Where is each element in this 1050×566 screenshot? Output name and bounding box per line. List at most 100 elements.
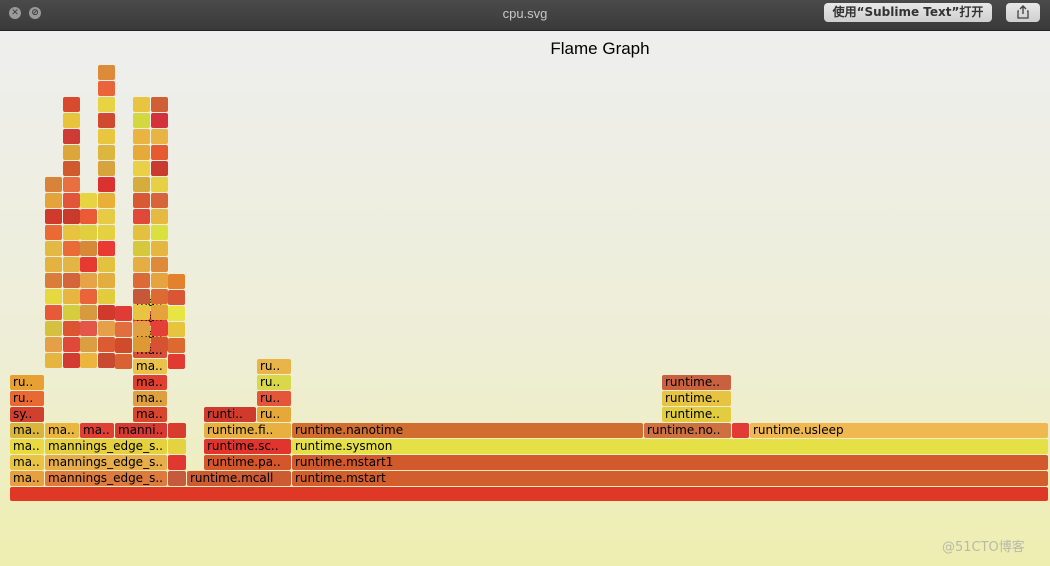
flame-frame[interactable]: runtime.sysmon <box>292 439 1048 454</box>
flame-frame[interactable] <box>168 322 185 337</box>
flame-frame[interactable] <box>151 337 168 352</box>
flame-frame[interactable] <box>63 257 80 272</box>
flame-frame[interactable] <box>133 257 150 272</box>
flame-frame[interactable] <box>133 225 150 240</box>
flame-frame[interactable] <box>63 289 80 304</box>
flame-frame[interactable] <box>133 289 150 304</box>
flame-frame[interactable] <box>133 273 150 288</box>
flame-frame[interactable] <box>151 193 168 208</box>
flame-frame[interactable] <box>98 193 115 208</box>
flame-frame[interactable] <box>45 289 62 304</box>
flame-frame[interactable] <box>168 306 185 321</box>
flame-frame[interactable] <box>45 225 62 240</box>
flame-frame[interactable] <box>151 289 168 304</box>
flame-frame[interactable] <box>151 161 168 176</box>
flame-frame[interactable] <box>98 97 115 112</box>
flame-frame[interactable] <box>63 145 80 160</box>
flame-frame[interactable] <box>133 177 150 192</box>
flame-frame[interactable]: runtime.no.. <box>644 423 731 438</box>
flame-frame[interactable] <box>63 113 80 128</box>
flame-frame[interactable] <box>151 321 168 336</box>
flame-frame[interactable] <box>133 241 150 256</box>
flame-frame[interactable]: runtime.mcall <box>187 471 291 486</box>
flame-frame[interactable] <box>133 161 150 176</box>
flame-frame[interactable] <box>98 145 115 160</box>
flame-frame[interactable] <box>168 455 186 470</box>
flame-frame[interactable] <box>168 338 185 353</box>
flame-frame[interactable] <box>151 177 168 192</box>
flame-frame[interactable]: ru.. <box>257 359 291 374</box>
flame-frame[interactable] <box>98 81 115 96</box>
flame-frame[interactable] <box>45 177 62 192</box>
close-icon[interactable]: ✕ <box>9 7 21 19</box>
flame-frame[interactable] <box>115 354 132 369</box>
flame-frame[interactable] <box>80 305 97 320</box>
flame-frame[interactable] <box>133 113 150 128</box>
flame-frame[interactable] <box>80 289 97 304</box>
flame-frame[interactable] <box>45 321 62 336</box>
flame-frame[interactable]: runtime.. <box>662 407 731 422</box>
flame-frame[interactable]: ma.. <box>10 455 44 470</box>
flame-frame[interactable] <box>151 145 168 160</box>
flame-frame[interactable]: runtime.mstart1 <box>292 455 1048 470</box>
flame-frame[interactable] <box>63 161 80 176</box>
flame-frame[interactable] <box>98 337 115 352</box>
flame-frame[interactable] <box>168 471 186 486</box>
flame-frame[interactable] <box>133 337 150 352</box>
flame-frame[interactable] <box>80 321 97 336</box>
flame-frame[interactable] <box>63 225 80 240</box>
flame-frame[interactable] <box>98 113 115 128</box>
flame-frame[interactable] <box>133 97 150 112</box>
flame-frame[interactable] <box>98 257 115 272</box>
flame-frame[interactable]: ma.. <box>10 439 44 454</box>
flame-frame[interactable] <box>63 273 80 288</box>
flame-frame[interactable] <box>133 145 150 160</box>
flame-frame[interactable] <box>45 209 62 224</box>
flame-frame[interactable] <box>151 273 168 288</box>
flame-frame[interactable]: ru.. <box>10 375 44 390</box>
flame-frame[interactable] <box>133 209 150 224</box>
flame-frame[interactable]: ma.. <box>10 471 44 486</box>
flame-frame[interactable] <box>115 338 132 353</box>
flame-frame[interactable]: ma.. <box>133 375 167 390</box>
flame-frame[interactable]: ma.. <box>45 423 79 438</box>
flame-frame[interactable] <box>98 129 115 144</box>
flame-frame[interactable]: mannings_edge_s.. <box>45 439 167 454</box>
flame-frame[interactable] <box>133 193 150 208</box>
flame-frame[interactable]: runtime.usleep <box>750 423 1048 438</box>
flame-frame[interactable] <box>98 321 115 336</box>
share-button[interactable] <box>1006 3 1040 22</box>
flame-frame[interactable] <box>151 305 168 320</box>
flame-frame[interactable]: runtime.mstart <box>292 471 1048 486</box>
flame-frame[interactable] <box>151 209 168 224</box>
flame-frame[interactable]: runtime.nanotime <box>292 423 643 438</box>
flame-frame[interactable]: ma.. <box>10 423 44 438</box>
flame-frame[interactable]: sy.. <box>10 407 44 422</box>
flame-frame[interactable]: ma.. <box>133 359 167 374</box>
flame-frame[interactable] <box>63 305 80 320</box>
flame-frame[interactable] <box>63 321 80 336</box>
flame-frame[interactable] <box>45 193 62 208</box>
flame-frame[interactable]: ru.. <box>257 407 291 422</box>
flame-frame[interactable] <box>45 353 62 368</box>
flame-frame[interactable]: runti.. <box>204 407 256 422</box>
flame-frame[interactable]: runtime.sc.. <box>204 439 291 454</box>
flame-frame[interactable] <box>45 337 62 352</box>
flame-frame[interactable] <box>98 225 115 240</box>
flame-frame[interactable] <box>80 209 97 224</box>
flame-frame[interactable]: runtime.. <box>662 391 731 406</box>
flame-frame[interactable] <box>98 305 115 320</box>
flame-frame[interactable]: ru.. <box>10 391 44 406</box>
flame-frame[interactable] <box>63 177 80 192</box>
flame-frame[interactable]: runtime.pa.. <box>204 455 291 470</box>
flame-frame[interactable] <box>63 337 80 352</box>
flame-frame[interactable] <box>98 177 115 192</box>
flame-frame[interactable]: mannings_edge_s.. <box>45 455 167 470</box>
flame-frame[interactable] <box>133 305 150 320</box>
flame-frame[interactable] <box>98 241 115 256</box>
flame-frame[interactable] <box>80 353 97 368</box>
flame-frame[interactable] <box>168 274 185 289</box>
flame-frame[interactable] <box>63 241 80 256</box>
flame-frame[interactable] <box>151 225 168 240</box>
flame-frame[interactable]: runtime.. <box>662 375 731 390</box>
